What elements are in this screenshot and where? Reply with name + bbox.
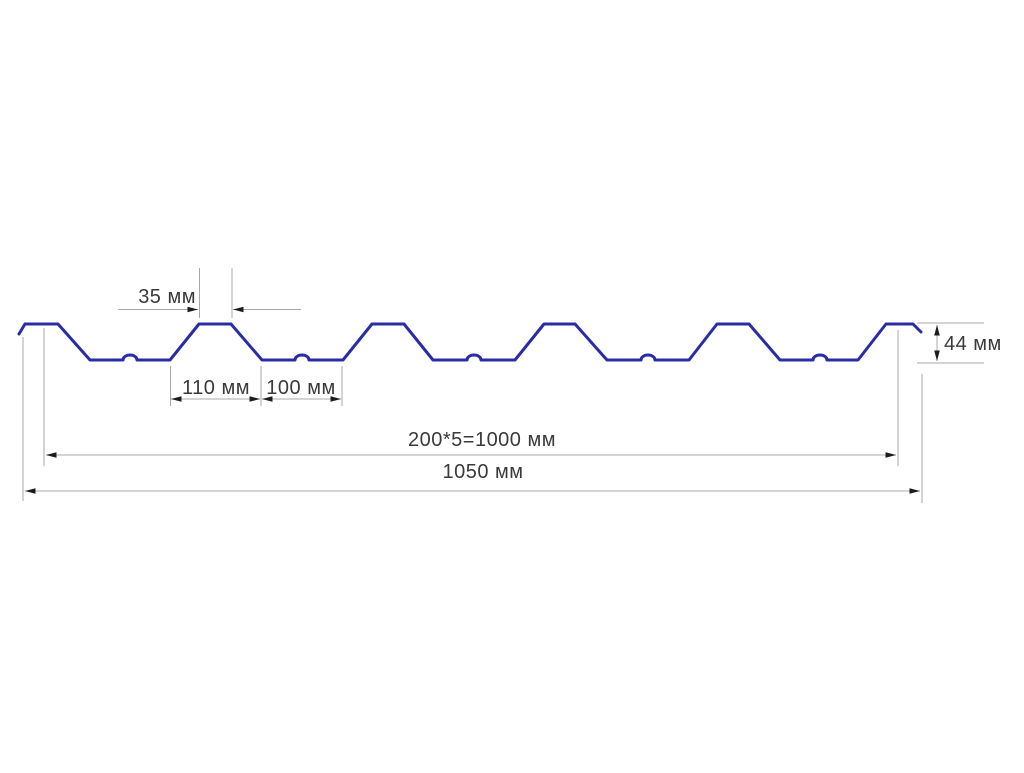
extension-lines	[22, 268, 984, 503]
label-total-width: 1050 мм	[442, 461, 523, 483]
label-working-width: 200*5=1000 мм	[408, 429, 556, 451]
dimension-lines	[25, 306, 940, 494]
sheet-profile-path	[17, 322, 923, 362]
label-profile-height: 44 мм	[944, 333, 1002, 355]
label-rib-base-width: 110 мм	[182, 377, 250, 399]
label-valley-width: 100 мм	[266, 377, 335, 399]
dimension-labels: 35 мм 110 мм 100 мм 200*5=1000 мм 1050 м…	[138, 286, 1002, 483]
label-rib-top-width: 35 мм	[138, 286, 196, 308]
sheet-profile-outline	[17, 322, 923, 362]
